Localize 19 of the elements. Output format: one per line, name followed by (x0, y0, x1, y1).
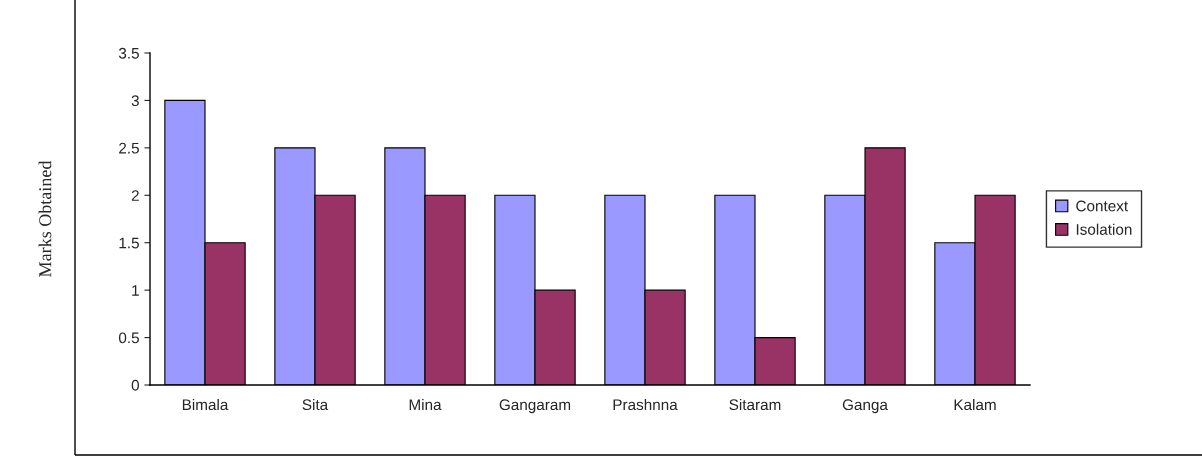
x-tick-label: Mina (409, 398, 442, 411)
x-tick-label: Ganga (842, 399, 888, 414)
y-axis-title: Marks Obtained (38, 160, 52, 277)
x-tick-label: Sitaram (729, 398, 781, 411)
x-tick-label: Bimala (182, 398, 229, 411)
y-tick-label: 2.5 (119, 142, 139, 154)
legend-label: Context (1076, 200, 1129, 212)
y-tick-label: 3.5 (118, 47, 139, 59)
y-tick-label: 1 (132, 285, 139, 296)
x-tick-label: Sita (302, 398, 329, 411)
y-tick-label: 2 (131, 190, 139, 201)
x-tick-label: Kalam (954, 398, 996, 411)
y-tick-label: 1.5 (119, 237, 139, 249)
y-tick-label: 0.5 (118, 332, 139, 344)
y-tick-label: 0 (131, 379, 139, 391)
y-tick-label: 3 (131, 95, 139, 107)
x-tick-label: Prashnna (613, 398, 678, 411)
x-tick-label: Gangaram (499, 399, 571, 414)
legend-label: Isolation (1076, 223, 1132, 235)
